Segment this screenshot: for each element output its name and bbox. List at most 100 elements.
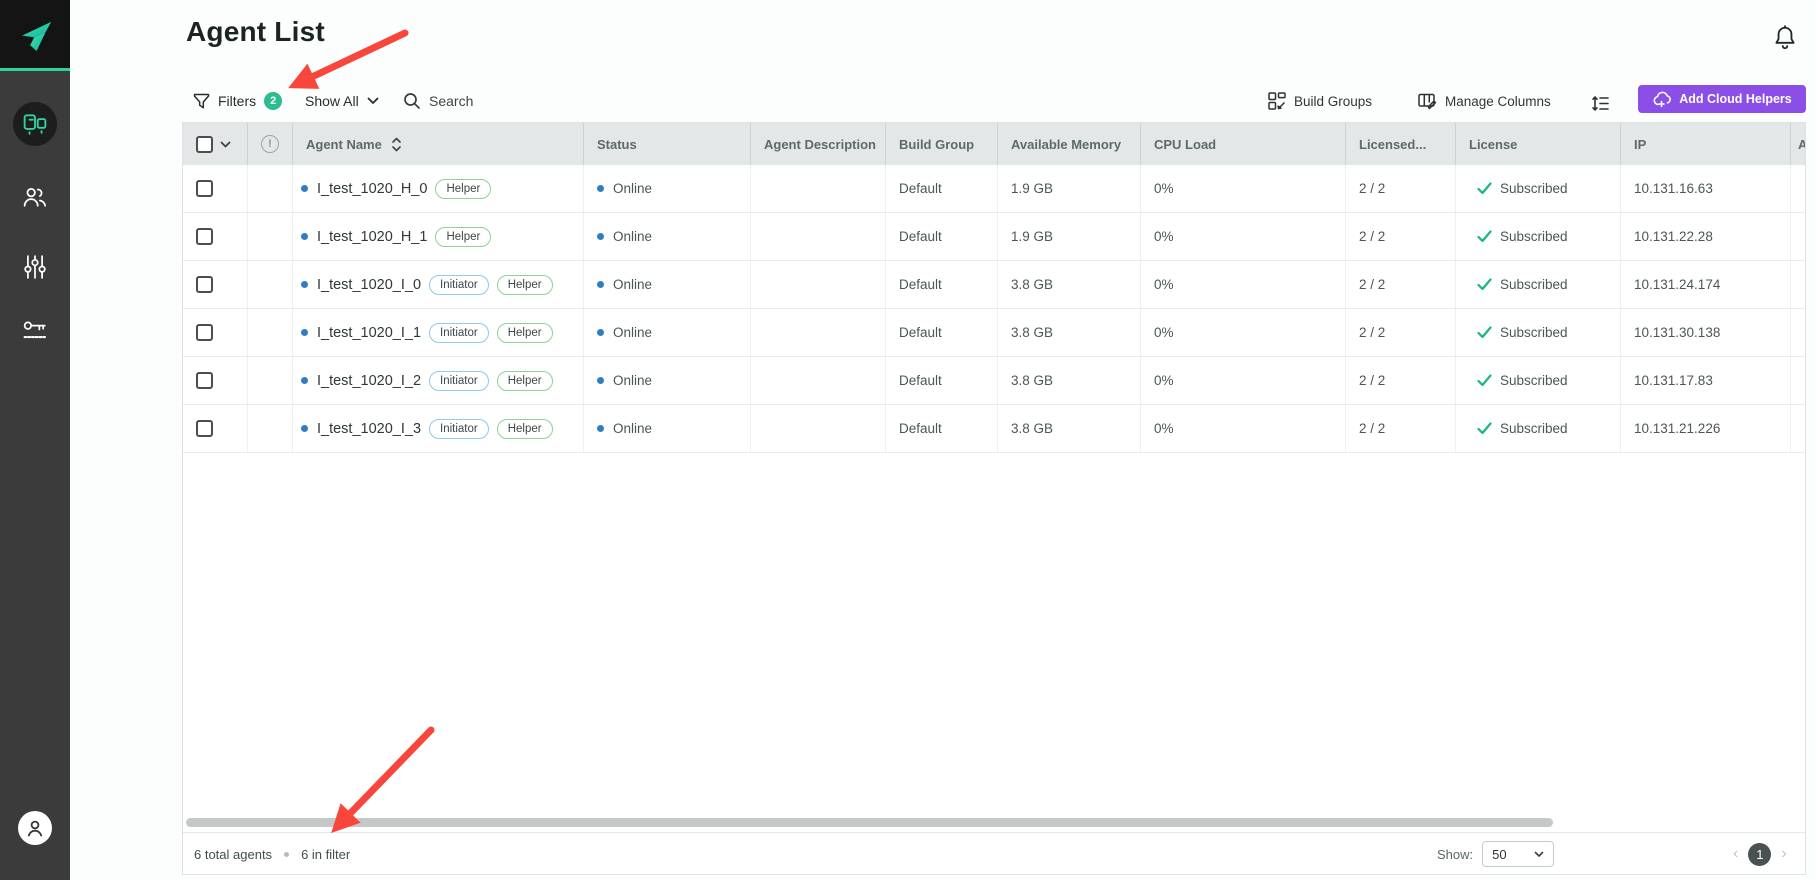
sidebar	[0, 0, 70, 880]
row-ip-cell: 10.131.24.174	[1621, 261, 1791, 308]
row-license-cell: Subscribed	[1456, 213, 1621, 260]
header-cpu-load[interactable]: CPU Load	[1141, 123, 1346, 165]
horizontal-scrollbar[interactable]	[186, 818, 1553, 827]
user-avatar-icon	[25, 818, 45, 838]
row-description-cell	[751, 309, 886, 356]
alert-icon: !	[261, 135, 279, 153]
agent-online-dot	[301, 233, 308, 240]
notifications-button[interactable]	[1772, 24, 1798, 57]
row-alert-cell	[248, 165, 293, 212]
manage-columns-button[interactable]: Manage Columns	[1418, 88, 1551, 114]
brand-logo[interactable]	[0, 0, 70, 68]
settings-sliders-icon	[24, 255, 46, 279]
header-licensed[interactable]: Licensed...	[1346, 123, 1456, 165]
sidebar-item-profile[interactable]	[0, 811, 70, 845]
sidebar-item-users[interactable]	[0, 185, 70, 209]
agent-name-link[interactable]: I_test_1020_I_0	[317, 276, 422, 293]
status-text: Online	[613, 373, 653, 388]
show-all-dropdown[interactable]: Show All	[305, 88, 379, 114]
next-page-icon[interactable]: ›	[1781, 845, 1787, 862]
license-text: Subscribed	[1500, 181, 1568, 196]
sidebar-item-agents[interactable]	[0, 102, 70, 146]
agent-name-link[interactable]: I_test_1020_H_0	[317, 180, 428, 197]
sidebar-item-settings[interactable]	[0, 255, 70, 279]
notifications-bell-icon	[1772, 24, 1798, 52]
current-page-button[interactable]: 1	[1748, 842, 1772, 866]
filters-count-badge: 2	[264, 92, 283, 110]
agent-name-link[interactable]: I_test_1020_I_3	[317, 420, 422, 437]
status-dot	[597, 425, 604, 432]
filters-button[interactable]: Filters 2	[193, 88, 283, 114]
row-license-cell: Subscribed	[1456, 357, 1621, 404]
license-text: Subscribed	[1500, 277, 1568, 292]
header-license[interactable]: License	[1456, 123, 1621, 165]
select-menu-chevron-icon[interactable]	[220, 141, 231, 148]
status-text: Online	[613, 325, 653, 340]
row-cpu-cell: 0%	[1141, 213, 1346, 260]
status-text: Online	[613, 181, 653, 196]
row-build-group-cell: Default	[886, 309, 998, 356]
header-ip[interactable]: IP	[1621, 123, 1791, 165]
row-checkbox[interactable]	[196, 324, 213, 341]
add-cloud-helpers-button[interactable]: Add Cloud Helpers	[1638, 85, 1806, 113]
row-status-cell: Online	[584, 213, 751, 260]
agent-online-dot	[301, 185, 308, 192]
users-icon	[23, 185, 47, 209]
agent-name-link[interactable]: I_test_1020_I_1	[317, 324, 422, 341]
page-title: Agent List	[186, 16, 325, 47]
status-text: Online	[613, 229, 653, 244]
row-memory-cell: 3.8 GB	[998, 309, 1141, 356]
row-status-cell: Online	[584, 261, 751, 308]
row-checkbox[interactable]	[196, 276, 213, 293]
filter-funnel-icon	[193, 93, 210, 110]
sort-icon[interactable]	[391, 137, 402, 152]
row-build-group-cell: Default	[886, 405, 998, 452]
agent-role-badges: Helper	[427, 226, 492, 247]
agent-online-dot	[301, 425, 308, 432]
page-size-select[interactable]: 50	[1482, 841, 1555, 867]
row-clipped-cell	[1791, 357, 1805, 404]
header-agent-description[interactable]: Agent Description	[751, 123, 886, 165]
license-text: Subscribed	[1500, 373, 1568, 388]
header-status[interactable]: Status	[584, 123, 751, 165]
page-size-control: Show: 50	[1437, 833, 1555, 875]
row-status-cell: Online	[584, 357, 751, 404]
row-build-group-cell: Default	[886, 165, 998, 212]
row-checkbox[interactable]	[196, 372, 213, 389]
total-agents-text: 6 total agents	[194, 846, 273, 862]
row-licensed-cell: 2 / 2	[1346, 357, 1456, 404]
build-groups-button[interactable]: Build Groups	[1268, 88, 1372, 114]
search-button[interactable]: Search	[403, 88, 473, 114]
avatar	[18, 811, 52, 845]
row-memory-cell: 3.8 GB	[998, 261, 1141, 308]
prev-page-icon[interactable]: ‹	[1733, 845, 1739, 862]
agent-name-link[interactable]: I_test_1020_I_2	[317, 372, 422, 389]
agent-online-dot	[301, 281, 308, 288]
row-licensed-cell: 2 / 2	[1346, 213, 1456, 260]
row-clipped-cell	[1791, 165, 1805, 212]
header-build-group[interactable]: Build Group	[886, 123, 998, 165]
pagination: ‹ 1 ›	[1731, 833, 1789, 875]
header-agent-name[interactable]: Agent Name	[293, 123, 584, 165]
agent-name-link[interactable]: I_test_1020_H_1	[317, 228, 428, 245]
manage-columns-label: Manage Columns	[1445, 93, 1551, 109]
check-icon	[1477, 230, 1492, 243]
sidebar-item-license[interactable]	[0, 319, 70, 341]
header-available-memory[interactable]: Available Memory	[998, 123, 1141, 165]
row-height-button[interactable]	[1591, 90, 1610, 116]
header-clipped-column[interactable]: A	[1798, 136, 1805, 152]
header-alerts: !	[248, 123, 293, 165]
row-select-cell	[183, 309, 248, 356]
row-license-cell: Subscribed	[1456, 309, 1621, 356]
table-row: I_test_1020_I_3 Initiator Helper Online D…	[183, 405, 1805, 453]
row-memory-cell: 1.9 GB	[998, 165, 1141, 212]
row-memory-cell: 3.8 GB	[998, 357, 1141, 404]
license-text: Subscribed	[1500, 229, 1568, 244]
table-body: I_test_1020_H_0 Helper Online Default 1.…	[183, 165, 1805, 453]
row-description-cell	[751, 261, 886, 308]
filters-label: Filters	[218, 93, 257, 109]
row-checkbox[interactable]	[196, 420, 213, 437]
select-all-checkbox[interactable]	[196, 135, 213, 153]
row-checkbox[interactable]	[196, 180, 213, 197]
row-checkbox[interactable]	[196, 228, 213, 245]
